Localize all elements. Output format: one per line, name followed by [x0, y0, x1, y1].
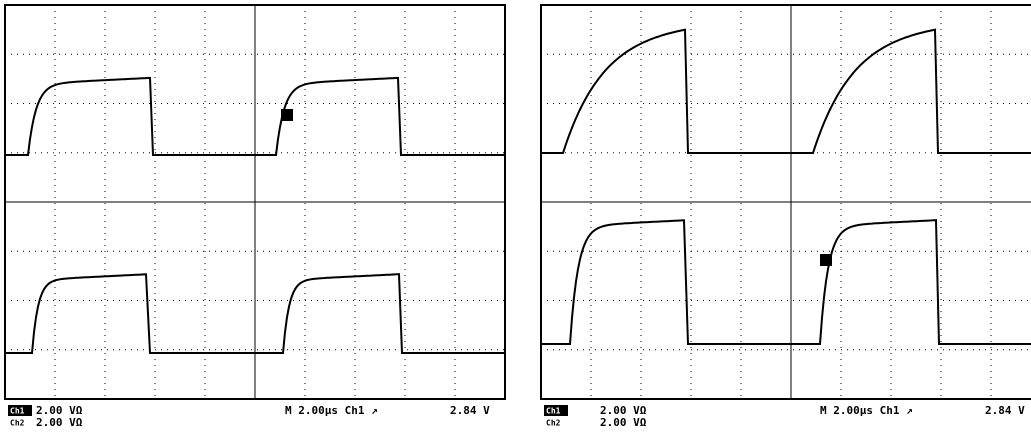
channel-scale: 2.00 VΩ [600, 416, 647, 429]
channel-label: Ch2 [546, 419, 561, 428]
trigger-level: 2.84 V [450, 404, 490, 417]
trigger-marker [820, 254, 832, 266]
left-screen: Ch1 2.00 VΩ Ch2 2.00 VΩ M 2.00µs Ch1 ↗ 2… [5, 5, 505, 429]
trigger-marker [281, 109, 293, 121]
channel-label: Ch2 [10, 419, 25, 428]
trace [542, 30, 1031, 153]
channel-scale: 2.00 VΩ [36, 416, 83, 429]
timebase: M 2.00µs Ch1 ↗ [285, 404, 378, 417]
trace [542, 220, 1031, 344]
channel-label: Ch1 [10, 407, 25, 416]
timebase: M 2.00µs Ch1 ↗ [820, 404, 913, 417]
oscilloscope-screens: Ch1 2.00 VΩ Ch2 2.00 VΩ M 2.00µs Ch1 ↗ 2… [0, 0, 1031, 433]
trigger-level: 2.84 V [985, 404, 1025, 417]
channel-label: Ch1 [546, 407, 561, 416]
right-screen: Ch1 2.00 VΩ Ch2 2.00 VΩ M 2.00µs Ch1 ↗ 2… [541, 5, 1031, 429]
